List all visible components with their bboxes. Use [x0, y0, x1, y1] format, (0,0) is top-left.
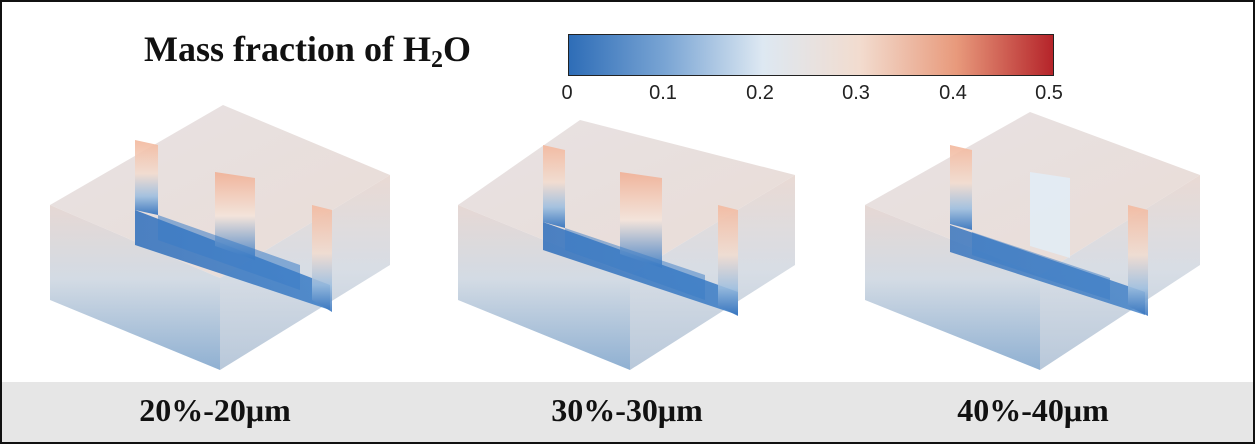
front-face [865, 205, 1040, 370]
label-band [2, 382, 1253, 442]
channel-wall [718, 205, 738, 316]
box-panel-1 [50, 105, 390, 370]
channel-wall [312, 205, 332, 312]
front-face [458, 205, 630, 370]
channel-wall [135, 140, 158, 215]
side-face [1040, 175, 1200, 370]
channel-rib [215, 172, 255, 260]
colorbar [568, 34, 1054, 76]
box-panel-2 [458, 120, 795, 370]
box-panel-3 [865, 112, 1200, 370]
front-face [50, 205, 220, 370]
channel-wall [543, 145, 565, 228]
channel-wall [950, 145, 972, 230]
legend-title: Mass fraction of H2O [144, 29, 471, 73]
channel-wall [1128, 205, 1148, 316]
channel-rib [620, 172, 662, 268]
channel-rib [1030, 172, 1070, 258]
side-face [630, 175, 795, 370]
panel-label-1: 20%-20μm [139, 392, 291, 428]
side-face [220, 175, 390, 370]
panel-label-3: 40%-40μm [957, 392, 1109, 428]
panel-label-2: 30%-30μm [551, 392, 703, 428]
